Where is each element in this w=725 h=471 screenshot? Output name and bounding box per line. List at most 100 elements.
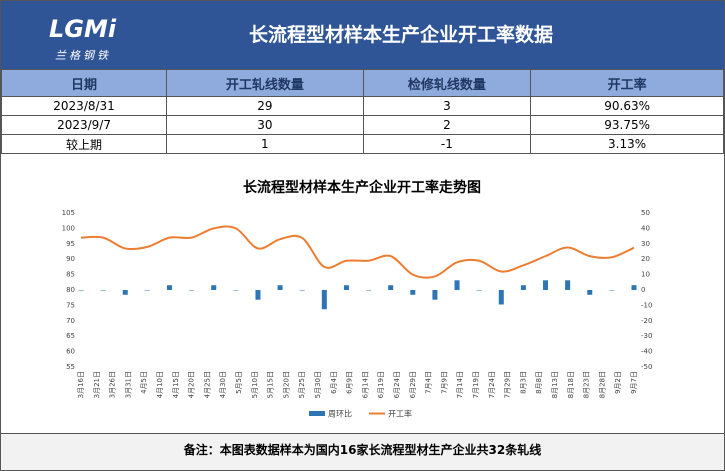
column-header: 开工率	[530, 69, 724, 97]
x-tick-label: 8月23日	[583, 371, 591, 398]
y-tick-label: 75	[66, 301, 75, 309]
x-tick-label: 4月25日	[203, 371, 211, 398]
row: 2023/9/7 30 2 93.75%	[1, 115, 724, 135]
x-tick-label: 7月9日	[440, 371, 448, 394]
bar	[631, 285, 637, 290]
bar	[520, 285, 526, 290]
x-tick-label: 5月30日	[314, 371, 322, 398]
header: LGMi 兰格钢铁 长流程型材样本生产企业开工率数据	[1, 1, 724, 69]
bar	[100, 290, 106, 291]
x-tick-label: 8月3日	[519, 371, 527, 394]
bar	[454, 280, 460, 290]
x-tick-label: 6月19日	[377, 371, 385, 398]
line	[80, 225, 635, 279]
legend-label: 周环比	[328, 409, 352, 419]
column-header: 日期	[1, 69, 168, 97]
x-tick-label: 4月20日	[188, 371, 196, 398]
cell: 3.13%	[530, 134, 724, 154]
bar	[587, 290, 593, 295]
y2-tick-label: 10	[641, 271, 650, 279]
bar	[543, 280, 549, 290]
y2-tick-label: -30	[641, 332, 652, 340]
y2-tick-label: -10	[641, 301, 652, 309]
y-tick-label: 55	[66, 363, 75, 371]
row: 较上期 1 -1 3.13%	[1, 134, 724, 154]
bar	[476, 290, 482, 291]
column-header: 检修轧线数量	[362, 69, 532, 97]
y2-tick-label: 50	[641, 209, 650, 217]
data-table: 日期 开工轧线数量 检修轧线数量 开工率 2023/8/31 29 3 90.63% 2023/…	[1, 69, 724, 154]
y2-tick-label: -50	[641, 363, 652, 371]
x-tick-label: 5月25日	[298, 371, 306, 398]
x-tick-label: 4月5日	[140, 371, 148, 394]
note: 备注：本图表数据样本为国内16家长流程型材生产企业共32条轧线	[1, 433, 724, 470]
x-tick-label: 4月30日	[219, 371, 227, 398]
cell: -1	[362, 134, 532, 154]
cell: 30	[166, 115, 364, 135]
bar	[565, 280, 571, 290]
cell: 29	[166, 96, 364, 116]
bar	[255, 290, 261, 300]
bar	[144, 290, 150, 291]
x-tick-label: 7月29日	[504, 371, 512, 398]
bar	[366, 290, 372, 291]
bar	[189, 290, 195, 291]
y-tick-label: 90	[66, 255, 75, 263]
x-tick-label: 5月10日	[251, 371, 259, 398]
x-tick-label: 3月26日	[109, 371, 117, 398]
cell: 2023/9/7	[1, 115, 168, 135]
cell: 93.75%	[530, 115, 724, 135]
bar	[233, 290, 239, 291]
x-tick-label: 3月16日	[77, 371, 85, 398]
y2-tick-label: 40	[641, 224, 650, 232]
bar	[122, 290, 128, 295]
x-tick-label: 6月4日	[330, 371, 338, 394]
chart: 长流程型材样本生产企业开工率走势图 5560657075808590951001…	[62, 179, 653, 419]
cell: 1	[166, 134, 364, 154]
bar	[211, 285, 217, 290]
x-tick-label: 5月15日	[267, 371, 275, 398]
y2-tick-label: -20	[641, 317, 652, 325]
bar	[388, 285, 394, 290]
y-tick-label: 80	[66, 286, 75, 294]
y-tick-label: 85	[66, 271, 75, 279]
header-row: 日期 开工轧线数量 检修轧线数量 开工率	[1, 69, 724, 97]
x-tick-label: 6月9日	[346, 371, 354, 394]
legend-swatch	[309, 411, 325, 416]
y2-tick-label: -40	[641, 348, 652, 356]
x-tick-label: 3月31日	[124, 371, 132, 398]
y-tick-label: 70	[66, 317, 75, 325]
x-tick-label: 4月15日	[172, 371, 180, 398]
bar	[78, 290, 84, 291]
legend-label: 开工率	[388, 409, 412, 419]
y-tick-label: 105	[62, 209, 75, 217]
bar	[166, 285, 172, 290]
cell: 2	[362, 115, 532, 135]
x-tick-label: 6月24日	[393, 371, 401, 398]
x-tick-label: 7月14日	[456, 371, 464, 398]
bar	[498, 290, 504, 305]
y-tick-label: 100	[62, 224, 75, 232]
x-tick-label: 8月13日	[551, 371, 559, 398]
bar	[609, 290, 615, 291]
bar	[277, 285, 283, 290]
cell: 90.63%	[530, 96, 724, 116]
x-tick-label: 4月10日	[156, 371, 164, 398]
x-tick-label: 9月7日	[630, 371, 638, 394]
y-tick-label: 65	[66, 332, 75, 340]
x-tick-label: 6月14日	[361, 371, 369, 398]
x-tick-label: 7月4日	[425, 371, 433, 394]
cell: 较上期	[1, 134, 168, 154]
logo: LGMi	[49, 15, 117, 43]
logo-sub: 兰格钢铁	[55, 49, 111, 62]
y2-tick-label: 30	[641, 240, 650, 248]
y2-tick-label: 0	[641, 286, 645, 294]
cell: 3	[362, 96, 532, 116]
y2-tick-label: 20	[641, 255, 650, 263]
cell: 2023/8/31	[1, 96, 168, 116]
x-tick-label: 7月19日	[472, 371, 480, 398]
x-tick-label: 9月2日	[614, 371, 622, 394]
x-tick-label: 6月29日	[409, 371, 417, 398]
x-tick-label: 3月21日	[93, 371, 101, 398]
